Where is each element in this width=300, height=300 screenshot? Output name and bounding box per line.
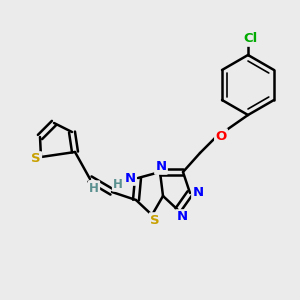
- Text: H: H: [89, 182, 99, 194]
- Text: N: N: [155, 160, 167, 173]
- Text: O: O: [215, 130, 226, 142]
- Text: H: H: [113, 178, 123, 190]
- Text: N: N: [124, 172, 136, 184]
- Text: S: S: [150, 214, 160, 226]
- Text: S: S: [31, 152, 41, 166]
- Text: Cl: Cl: [243, 32, 257, 46]
- Text: N: N: [176, 211, 188, 224]
- Text: N: N: [192, 187, 204, 200]
